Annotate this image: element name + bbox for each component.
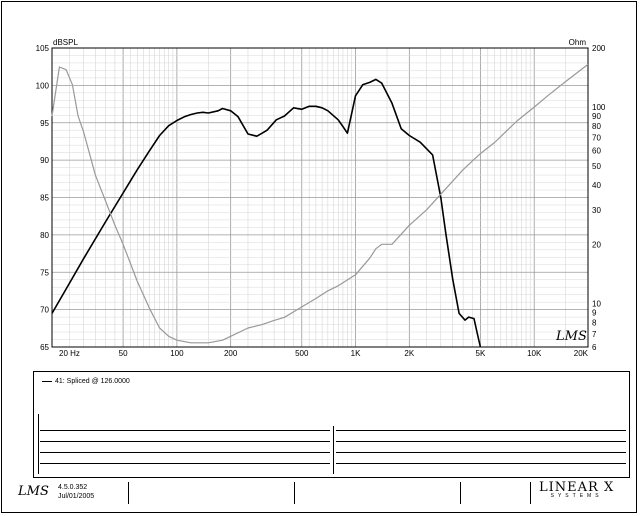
brand-subtitle: SYSTEMS [550,493,603,499]
version-text: 4.5.0.352 [58,484,88,491]
y-tick-label-right: 7 [592,330,597,339]
brand-logo: LINEAR X SYSTEMS [539,480,614,499]
footer-divider [530,482,531,504]
series [51,63,589,348]
date-text: Jul/01/2005 [58,493,95,500]
y-axis-label-left: dBSPL [53,38,78,47]
notes-line [336,430,626,431]
notes-line [336,441,626,442]
y-tick-label-right: 50 [592,162,601,171]
x-tick-label: 200 [224,349,238,358]
x-tick-label: 100 [170,349,184,358]
y-tick-label-right: 70 [592,134,601,143]
y-tick-label-right: 20 [592,240,601,249]
y-tick-label-right: 60 [592,147,601,156]
legend-entry: 41: Spliced @ 126.0000 [42,378,130,385]
lms-signature: LMS [555,329,587,344]
y-tick-label-left: 65 [40,343,49,352]
x-tick-label: 10K [527,349,542,358]
y-tick-label-left: 95 [40,119,49,128]
y-tick-label-left: 100 [36,81,50,90]
notes-divider [38,414,39,474]
y-tick-label-right: 6 [592,343,597,352]
footer-logo: LMS [18,484,49,499]
footer-divider [294,482,295,504]
x-tick-label: 20K [574,349,589,358]
notes-line [40,452,330,453]
spl-curve [51,78,482,348]
y-tick-label-right: 200 [592,44,606,53]
notes-line [40,430,330,431]
footer: LMS 4.5.0.352 Jul/01/2005 LINEAR X SYSTE… [1,478,637,513]
x-tick-label: 20 Hz [59,349,80,358]
y-tick-label-left: 105 [36,44,50,53]
x-axis-ticks: 20 Hz 50 100 200 500 1K 2K 5K 10K 20K [59,349,589,358]
brand-name: LINEAR X [539,480,615,495]
x-tick-label: 5K [476,349,486,358]
x-tick-label: 50 [119,349,128,358]
y-tick-label-right: 9 [592,308,597,317]
y-tick-label-left: 75 [40,268,49,277]
legend-label: 41: Spliced @ 126.0000 [55,378,130,385]
footer-divider [128,482,129,504]
y-tick-label-right: 80 [592,122,601,131]
x-tick-label: 1K [351,349,361,358]
notes-line [336,463,626,464]
notes-line [40,463,330,464]
y-tick-label-right: 10 [592,299,601,308]
legend-swatch [42,381,52,382]
y-tick-label-right: 40 [592,181,601,190]
y-tick-label-left: 85 [40,194,49,203]
left-axis-ticks: 65 70 75 80 85 90 95 100 105 [36,44,50,352]
grid [52,48,588,347]
footer-version-block: 4.5.0.352 Jul/01/2005 [58,483,94,501]
x-tick-label: 2K [404,349,414,358]
notes-divider [333,426,334,474]
notes-line [336,452,626,453]
y-tick-label-right: 100 [592,103,606,112]
x-tick-label: 500 [295,349,309,358]
y-tick-label-left: 80 [40,231,49,240]
y-tick-label-right: 90 [592,112,601,121]
y-tick-label-left: 70 [40,306,49,315]
notes-line [40,441,330,442]
y-axis-label-right: Ohm [569,38,587,47]
y-tick-label-right: 8 [592,318,597,327]
y-tick-label-left: 90 [40,156,49,165]
footer-divider [460,482,461,504]
y-tick-label-right: 30 [592,206,601,215]
legend-area: 41: Spliced @ 126.0000 [33,371,630,478]
plot-border [51,47,589,348]
impedance-curve [51,63,589,344]
